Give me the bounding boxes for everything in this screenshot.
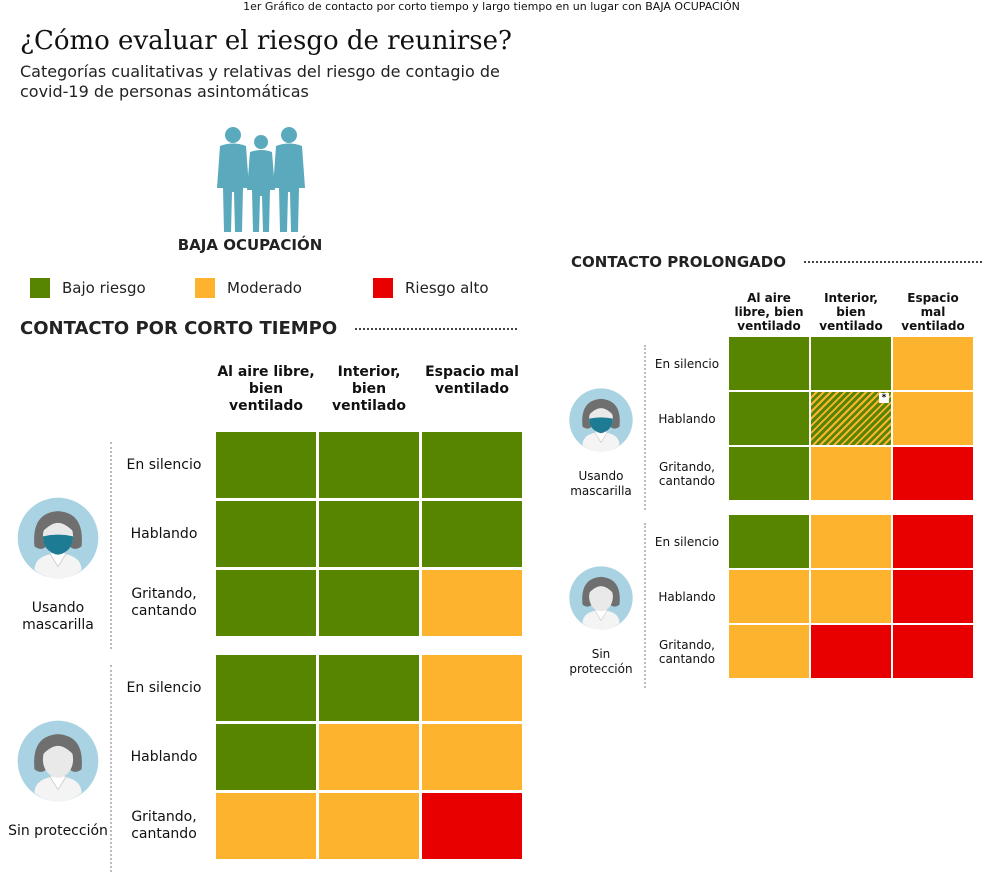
risk-cell-high (422, 793, 522, 859)
risk-cell-low (319, 570, 419, 636)
risk-cell-low (422, 432, 522, 498)
page-subtitle: Categorías cualitativas y relativas del … (20, 62, 500, 101)
row-label: Gritando, cantando (658, 637, 716, 666)
column-header: Espacio mal ventilado (901, 291, 965, 333)
group-divider (110, 442, 112, 649)
risk-cell-low (216, 432, 316, 498)
legend-swatch-high (373, 278, 393, 298)
row-label: En silencio (654, 534, 720, 549)
risk-cell-low (216, 724, 316, 790)
occupancy-label: BAJA OCUPACIÓN (177, 236, 323, 254)
unmasked-person-icon (569, 566, 633, 630)
row-label: Gritando, cantando (131, 586, 197, 619)
risk-cell-high (893, 570, 973, 623)
group-label: Usando mascarilla (22, 600, 94, 633)
legend-swatch-low (30, 278, 50, 298)
risk-cell-low (729, 337, 809, 390)
legend-label-moderate: Moderado (227, 279, 302, 297)
risk-cell-low (729, 392, 809, 445)
short-contact-title: CONTACTO POR CORTO TIEMPO (20, 318, 518, 339)
risk-cell-moderate (422, 655, 522, 721)
risk-cell-low (729, 515, 809, 568)
risk-cell-low (216, 570, 316, 636)
risk-cell-low (319, 432, 419, 498)
group-label: Sin protección (569, 647, 633, 676)
short-contact-title-text: CONTACTO POR CORTO TIEMPO (20, 318, 338, 339)
risk-cell-low (729, 447, 809, 500)
risk-cell-moderate (216, 793, 316, 859)
risk-cell-high (811, 625, 891, 678)
row-label: Hablando (130, 748, 198, 765)
legend-label-high: Riesgo alto (405, 279, 489, 297)
legend-low: Bajo riesgo (30, 278, 146, 298)
risk-cell-high (893, 515, 973, 568)
risk-cell-moderate (422, 724, 522, 790)
group-divider (110, 665, 112, 872)
masked-person-icon (17, 497, 99, 579)
column-header: Al aire libre, bien ventilado (217, 364, 315, 414)
legend-swatch-moderate (195, 278, 215, 298)
legend-high: Riesgo alto (373, 278, 489, 298)
top-caption: 1er Gráfico de contacto por corto tiempo… (243, 0, 740, 13)
column-header: Interior, bien ventilado (819, 291, 883, 333)
row-label: En silencio (126, 456, 202, 473)
row-label: Gritando, cantando (658, 459, 716, 488)
risk-cell-moderate (729, 570, 809, 623)
short-contact-divider (355, 327, 518, 330)
row-label: Hablando (658, 411, 716, 426)
risk-cell-low (319, 501, 419, 567)
footnote-marker: * (879, 393, 889, 403)
long-contact-title: CONTACTO PROLONGADO (571, 253, 982, 271)
row-label: Hablando (658, 589, 716, 604)
row-label: Gritando, cantando (131, 809, 197, 842)
risk-cell-moderate (319, 793, 419, 859)
risk-cell-low (216, 655, 316, 721)
column-header: Interior, bien ventilado (332, 364, 406, 414)
avatar-masked (568, 387, 634, 457)
risk-cell-high (893, 447, 973, 500)
avatar-unmasked (16, 719, 100, 807)
avatar-masked (16, 496, 100, 584)
risk-cell-moderate (893, 337, 973, 390)
page-title: ¿Cómo evaluar el riesgo de reunirse? (20, 26, 512, 56)
risk-cell-moderate (811, 570, 891, 623)
masked-person-icon (569, 388, 633, 452)
column-header: Espacio mal ventilado (425, 364, 519, 397)
risk-cell-moderate (422, 570, 522, 636)
risk-cell-moderate (811, 515, 891, 568)
column-header: Al aire libre, bien ventilado (734, 291, 804, 333)
avatar-unmasked (568, 565, 634, 635)
risk-cell-low (422, 501, 522, 567)
risk-cell-low (811, 337, 891, 390)
risk-cell-moderate (893, 392, 973, 445)
group-label: Sin protección (8, 823, 108, 839)
risk-cell-high (893, 625, 973, 678)
group-divider (644, 345, 646, 510)
unmasked-person-icon (17, 720, 99, 802)
group-divider (644, 523, 646, 688)
three-people-icon (217, 127, 305, 232)
risk-cell-moderate (319, 724, 419, 790)
risk-cell-low-moderate: * (811, 392, 891, 445)
row-label: En silencio (654, 356, 720, 371)
risk-cell-moderate (811, 447, 891, 500)
long-contact-divider (803, 261, 982, 263)
risk-cell-moderate (729, 625, 809, 678)
row-label: En silencio (126, 679, 202, 696)
risk-cell-low (216, 501, 316, 567)
group-label: Usando mascarilla (570, 469, 632, 498)
long-contact-title-text: CONTACTO PROLONGADO (571, 253, 786, 271)
risk-cell-low (319, 655, 419, 721)
legend-label-low: Bajo riesgo (62, 279, 146, 297)
legend-moderate: Moderado (195, 278, 302, 298)
row-label: Hablando (130, 525, 198, 542)
